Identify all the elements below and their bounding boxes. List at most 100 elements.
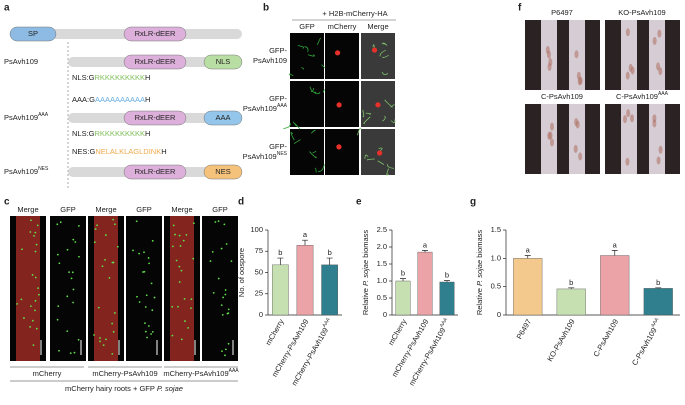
panel-label: d bbox=[238, 197, 244, 208]
panel-label: e bbox=[356, 197, 362, 208]
hypha-signal bbox=[224, 348, 227, 351]
hypha-signal bbox=[222, 296, 225, 299]
lesion bbox=[630, 114, 635, 123]
text-part: biomass bbox=[475, 230, 484, 260]
root-signal bbox=[170, 216, 194, 361]
domain bbox=[123, 164, 187, 180]
hypha-signal bbox=[178, 234, 181, 237]
hypha-signal bbox=[93, 334, 95, 336]
hypha-signal bbox=[184, 320, 186, 322]
bar bbox=[395, 280, 411, 316]
text-part: H bbox=[145, 95, 150, 104]
hypha-signal bbox=[113, 312, 116, 314]
text-part: H bbox=[145, 129, 150, 138]
group-label: mCherry bbox=[33, 369, 62, 378]
panel-label: a bbox=[4, 3, 10, 14]
y-tick-label: 1.5 bbox=[491, 225, 501, 234]
hypha-signal bbox=[112, 261, 115, 264]
y-tick-label: 2.5 bbox=[377, 225, 387, 234]
hypha-signal bbox=[70, 277, 73, 280]
bar bbox=[643, 288, 673, 316]
root-signal bbox=[94, 216, 118, 361]
hypha-signal bbox=[138, 252, 141, 255]
cell-outline bbox=[307, 54, 315, 57]
cell-outline bbox=[312, 150, 317, 154]
hypha-signal bbox=[221, 350, 223, 353]
domain-label: NES bbox=[215, 167, 230, 176]
lesion bbox=[656, 156, 661, 165]
lesion bbox=[625, 157, 630, 166]
error-bar bbox=[326, 257, 333, 265]
micrograph bbox=[50, 216, 86, 361]
y-tick-label: 1.0 bbox=[377, 276, 387, 285]
image-label: KO-PsAvh109 bbox=[618, 8, 665, 17]
hypha-signal bbox=[93, 241, 96, 244]
significance-letter: b bbox=[656, 278, 660, 287]
hypha-signal bbox=[20, 298, 23, 301]
hypha-signal bbox=[99, 337, 101, 339]
hypha-signal bbox=[104, 258, 106, 261]
hypha-signal bbox=[172, 224, 175, 227]
hypha-signal bbox=[66, 295, 69, 298]
text-part: AAA bbox=[439, 317, 450, 329]
x-tick-label: C-PsAvh109AAA bbox=[629, 317, 664, 367]
domain bbox=[203, 164, 243, 180]
hypha-signal bbox=[29, 305, 32, 308]
cell-outline bbox=[379, 49, 386, 57]
nucleus bbox=[371, 47, 378, 53]
cell-outline bbox=[309, 151, 317, 159]
y-tick-label: 100 bbox=[250, 225, 263, 234]
hypha-signal bbox=[144, 306, 147, 308]
hypha-signal bbox=[74, 241, 77, 243]
column-label: GFP bbox=[212, 205, 227, 214]
lesion bbox=[630, 66, 635, 75]
text-part: AAA bbox=[38, 112, 49, 118]
lesion bbox=[625, 71, 630, 80]
hypha-signal bbox=[77, 338, 80, 341]
column-label: GFP bbox=[136, 205, 151, 214]
cell-outline bbox=[289, 73, 294, 77]
micrograph bbox=[202, 216, 238, 361]
hypha-signal bbox=[33, 235, 35, 237]
bar bbox=[513, 258, 543, 316]
hypha-signal bbox=[220, 304, 223, 307]
hypha-signal bbox=[212, 291, 215, 294]
sequence: AAA:GAAAAAAAAAAH bbox=[72, 95, 150, 104]
row-label: PsAvh109 bbox=[253, 56, 287, 65]
hypha-signal bbox=[32, 344, 35, 346]
hypha-signal bbox=[99, 340, 101, 343]
hypha-signal bbox=[72, 288, 75, 291]
hypha-signal bbox=[185, 233, 188, 236]
error-bar bbox=[655, 287, 662, 289]
micrograph bbox=[290, 81, 324, 127]
micrograph bbox=[325, 33, 359, 79]
column-label: mCherry bbox=[328, 22, 357, 31]
text-part: AAA bbox=[650, 317, 661, 329]
lesion bbox=[575, 120, 580, 129]
error-bar bbox=[611, 250, 618, 256]
text-part: RKKKKKKKKK bbox=[95, 129, 145, 138]
stem bbox=[649, 20, 665, 90]
hypha-signal bbox=[111, 322, 114, 325]
lesion bbox=[578, 76, 583, 85]
row-label: GFP- bbox=[269, 142, 287, 151]
error-bar bbox=[422, 250, 428, 253]
hypha-signal bbox=[104, 234, 107, 236]
lesion bbox=[573, 144, 578, 153]
lesion bbox=[578, 152, 583, 161]
cell-outline bbox=[283, 122, 291, 129]
lesion bbox=[548, 58, 553, 67]
nucleus bbox=[336, 144, 342, 150]
sequence: NLS:GRKKKKKKKKKH bbox=[72, 129, 150, 138]
domain bbox=[203, 54, 243, 70]
lesion bbox=[656, 62, 661, 71]
panel-label: g bbox=[470, 197, 476, 208]
cell-outline bbox=[384, 99, 393, 108]
hypha-signal bbox=[153, 296, 156, 299]
bar bbox=[296, 245, 314, 316]
panel-label: b bbox=[263, 3, 269, 14]
y-tick-label: 50 bbox=[255, 267, 263, 276]
lesion bbox=[657, 29, 662, 38]
cell-outline bbox=[315, 167, 317, 173]
